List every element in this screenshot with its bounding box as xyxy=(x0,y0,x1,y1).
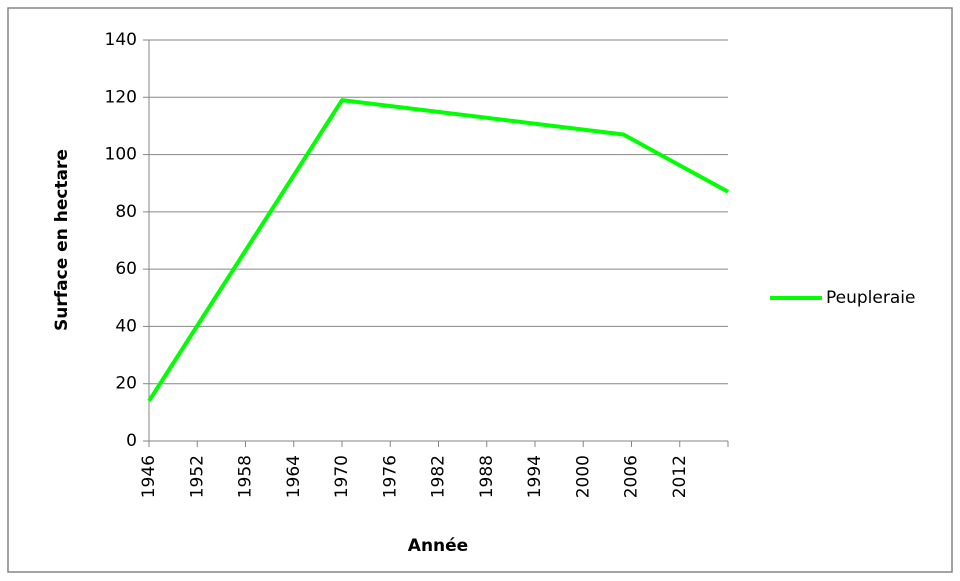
x-tick-label: 1952 xyxy=(187,455,207,498)
x-tick-label: 2000 xyxy=(573,455,593,498)
y-tick-label: 80 xyxy=(115,202,137,222)
chart-frame xyxy=(7,7,953,573)
x-tick-label: 1946 xyxy=(139,455,159,498)
data-line xyxy=(147,98,729,402)
y-tick-label: 20 xyxy=(115,374,137,394)
x-axis-title: Année xyxy=(408,536,468,556)
y-tick-label: 60 xyxy=(115,259,137,279)
y-tick-label: 100 xyxy=(105,145,137,165)
x-tick-label: 1964 xyxy=(284,455,304,498)
x-tick-label: 1982 xyxy=(429,455,449,498)
y-tick-label: 120 xyxy=(105,87,137,107)
x-tick-label: 2012 xyxy=(670,455,690,498)
x-tick-label: 1988 xyxy=(477,455,497,498)
x-tick-label: 2006 xyxy=(622,455,642,498)
legend-label: Peupleraie xyxy=(826,288,915,308)
x-tick-label: 1958 xyxy=(236,455,256,498)
y-tick-label: 40 xyxy=(115,316,137,336)
y-axis-title: Surface en hectare xyxy=(52,149,72,331)
y-tick-label: 140 xyxy=(105,30,137,50)
x-tick-label: 1976 xyxy=(380,455,400,498)
x-tick-label: 1994 xyxy=(525,455,545,498)
x-tick-label: 1970 xyxy=(332,455,352,498)
y-tick-label: 0 xyxy=(126,431,137,451)
